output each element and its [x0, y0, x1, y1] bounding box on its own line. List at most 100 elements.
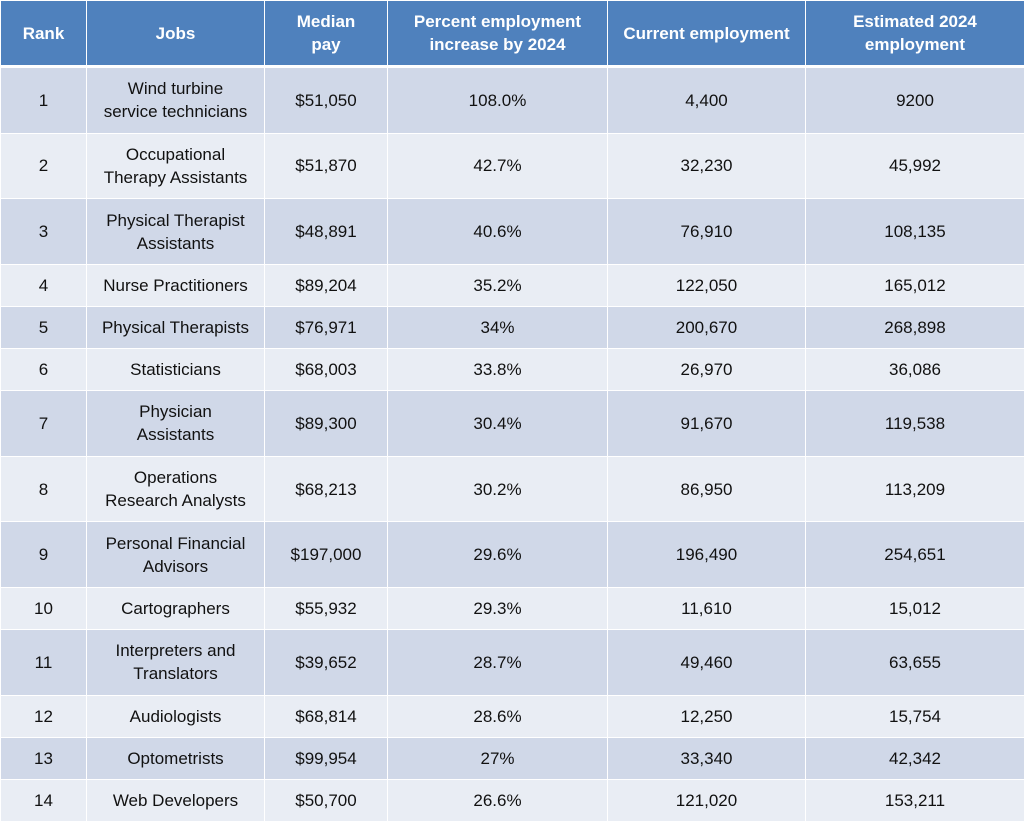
- cell-percent-increase: 29.6%: [387, 521, 608, 589]
- cell-rank: 1: [0, 66, 87, 134]
- cell-estimated-employment: 63,655: [805, 629, 1024, 696]
- cell-percent-increase: 42.7%: [387, 132, 608, 200]
- table-row: 5 Physical Therapists $76,971 34% 200,670 268…: [0, 305, 1024, 350]
- cell-current-employment: 76,910: [607, 198, 806, 265]
- cell-job: Interpreters and Translators: [86, 629, 265, 696]
- cell-current-employment: 200,670: [607, 305, 806, 350]
- table-row: 14 Web Developers $50,700 26.6% 121,020 153,2…: [0, 778, 1024, 823]
- cell-current-employment: 32,230: [607, 132, 806, 200]
- cell-estimated-employment: 45,992: [805, 132, 1024, 200]
- table-row: 3 Physical Therapist Assistants $48,891 40.…: [0, 198, 1024, 265]
- cell-median-pay: $39,652: [264, 629, 388, 696]
- table-row: 6 Statisticians $68,003 33.8% 26,970 36,086: [0, 348, 1024, 392]
- table-row: 4 Nurse Practitioners $89,204 35.2% 122,050 1…: [0, 263, 1024, 308]
- table-row: 8 Operations Research Analysts $68,213 30.2…: [0, 455, 1024, 523]
- cell-estimated-employment: 165,012: [805, 263, 1024, 308]
- cell-job: Physician Assistants: [86, 390, 265, 457]
- table-header: Rank Jobs Median pay Percent employment …: [0, 0, 1024, 68]
- cell-current-employment: 86,950: [607, 455, 806, 523]
- cell-estimated-employment: 119,538: [805, 390, 1024, 457]
- cell-median-pay: $68,003: [264, 348, 388, 392]
- cell-job: Operations Research Analysts: [86, 455, 265, 523]
- cell-estimated-employment: 36,086: [805, 348, 1024, 392]
- cell-job: Physical Therapists: [86, 305, 265, 350]
- cell-current-employment: 12,250: [607, 694, 806, 738]
- cell-percent-increase: 28.6%: [387, 694, 608, 738]
- cell-job: Wind turbine service technicians: [86, 66, 265, 134]
- table-body: 1 Wind turbine service technicians $51,050…: [0, 66, 1024, 823]
- table-row: 10 Cartographers $55,932 29.3% 11,610 15,012: [0, 587, 1024, 631]
- cell-job: Physical Therapist Assistants: [86, 198, 265, 265]
- cell-estimated-employment: 153,211: [805, 778, 1024, 823]
- cell-estimated-employment: 268,898: [805, 305, 1024, 350]
- cell-rank: 11: [0, 629, 87, 696]
- cell-rank: 4: [0, 263, 87, 308]
- cell-median-pay: $89,300: [264, 390, 388, 457]
- cell-current-employment: 49,460: [607, 629, 806, 696]
- cell-median-pay: $76,971: [264, 305, 388, 350]
- cell-percent-increase: 28.7%: [387, 629, 608, 696]
- cell-percent-increase: 33.8%: [387, 348, 608, 392]
- cell-rank: 8: [0, 455, 87, 523]
- cell-rank: 6: [0, 348, 87, 392]
- table-row: 7 Physician Assistants $89,300 30.4% 91,670 1…: [0, 390, 1024, 457]
- cell-percent-increase: 30.2%: [387, 455, 608, 523]
- cell-median-pay: $50,700: [264, 778, 388, 823]
- cell-estimated-employment: 254,651: [805, 521, 1024, 589]
- cell-current-employment: 11,610: [607, 587, 806, 631]
- cell-rank: 9: [0, 521, 87, 589]
- cell-job: Optometrists: [86, 736, 265, 780]
- cell-job: Web Developers: [86, 778, 265, 823]
- cell-current-employment: 26,970: [607, 348, 806, 392]
- cell-current-employment: 196,490: [607, 521, 806, 589]
- cell-job: Occupational Therapy Assistants: [86, 132, 265, 200]
- cell-current-employment: 4,400: [607, 66, 806, 134]
- cell-rank: 2: [0, 132, 87, 200]
- table-row: 1 Wind turbine service technicians $51,050…: [0, 66, 1024, 134]
- cell-percent-increase: 35.2%: [387, 263, 608, 308]
- cell-current-employment: 33,340: [607, 736, 806, 780]
- header-jobs: Jobs: [86, 0, 265, 68]
- cell-median-pay: $55,932: [264, 587, 388, 631]
- cell-percent-increase: 27%: [387, 736, 608, 780]
- cell-job: Cartographers: [86, 587, 265, 631]
- table-row: 2 Occupational Therapy Assistants $51,870 4…: [0, 132, 1024, 200]
- cell-rank: 5: [0, 305, 87, 350]
- cell-current-employment: 121,020: [607, 778, 806, 823]
- cell-job: Statisticians: [86, 348, 265, 392]
- cell-estimated-employment: 15,012: [805, 587, 1024, 631]
- cell-rank: 14: [0, 778, 87, 823]
- header-percent-increase: Percent employment increase by 2024: [387, 0, 608, 68]
- cell-percent-increase: 34%: [387, 305, 608, 350]
- header-median-pay: Median pay: [264, 0, 388, 68]
- header-row: Rank Jobs Median pay Percent employment …: [0, 0, 1024, 68]
- cell-median-pay: $89,204: [264, 263, 388, 308]
- table-row: 12 Audiologists $68,814 28.6% 12,250 15,754: [0, 694, 1024, 738]
- cell-percent-increase: 108.0%: [387, 66, 608, 134]
- cell-job: Nurse Practitioners: [86, 263, 265, 308]
- cell-median-pay: $51,870: [264, 132, 388, 200]
- cell-median-pay: $51,050: [264, 66, 388, 134]
- cell-rank: 10: [0, 587, 87, 631]
- header-current-employment: Current employment: [607, 0, 806, 68]
- cell-percent-increase: 40.6%: [387, 198, 608, 265]
- table-row: 13 Optometrists $99,954 27% 33,340 42,342: [0, 736, 1024, 780]
- cell-percent-increase: 26.6%: [387, 778, 608, 823]
- cell-job: Personal Financial Advisors: [86, 521, 265, 589]
- header-estimated-employment: Estimated 2024 employment: [805, 0, 1024, 68]
- cell-median-pay: $68,213: [264, 455, 388, 523]
- cell-rank: 12: [0, 694, 87, 738]
- cell-estimated-employment: 42,342: [805, 736, 1024, 780]
- cell-job: Audiologists: [86, 694, 265, 738]
- cell-median-pay: $68,814: [264, 694, 388, 738]
- cell-estimated-employment: 15,754: [805, 694, 1024, 738]
- cell-current-employment: 122,050: [607, 263, 806, 308]
- cell-estimated-employment: 113,209: [805, 455, 1024, 523]
- header-rank: Rank: [0, 0, 87, 68]
- cell-median-pay: $48,891: [264, 198, 388, 265]
- cell-estimated-employment: 108,135: [805, 198, 1024, 265]
- table-row: 11 Interpreters and Translators $39,652 28.…: [0, 629, 1024, 696]
- cell-percent-increase: 30.4%: [387, 390, 608, 457]
- cell-rank: 7: [0, 390, 87, 457]
